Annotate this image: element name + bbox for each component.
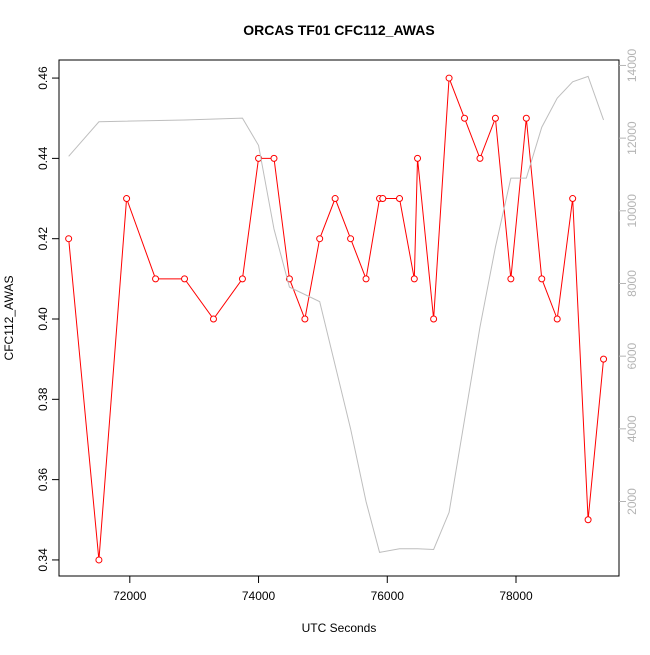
y2-tick-label: 12000 <box>625 121 639 155</box>
plot-frame <box>58 59 620 577</box>
y-tick-label: 0.42 <box>36 227 50 251</box>
data-point <box>410 275 418 283</box>
y2-tick-label: 8000 <box>625 270 639 297</box>
y-axis-label: CFC112_AWAS <box>2 276 16 361</box>
y-tick-label: 0.36 <box>36 468 50 492</box>
data-point <box>270 154 278 162</box>
data-point <box>538 275 546 283</box>
data-point <box>379 195 387 203</box>
data-point <box>522 114 530 122</box>
data-point <box>569 195 577 203</box>
data-point <box>553 315 561 323</box>
y2-tick-label: 6000 <box>625 342 639 369</box>
x-tick-label: 78000 <box>499 589 533 603</box>
data-point <box>347 235 355 243</box>
data-point <box>152 275 160 283</box>
x-tick-label: 76000 <box>371 589 405 603</box>
data-point <box>445 74 453 82</box>
data-point <box>181 275 189 283</box>
series-line-2 <box>68 75 605 553</box>
data-point <box>331 195 339 203</box>
x-tick-label: 72000 <box>113 589 147 603</box>
data-point <box>209 315 217 323</box>
y-tick-label: 0.44 <box>36 146 50 170</box>
data-point <box>461 114 469 122</box>
y-tick-label: 0.38 <box>36 387 50 411</box>
data-point <box>316 235 324 243</box>
y-tick-label: 0.40 <box>36 307 50 331</box>
data-point <box>507 275 515 283</box>
y-tick-label: 0.34 <box>36 548 50 572</box>
data-point <box>430 315 438 323</box>
series-line-1 <box>68 77 605 560</box>
y2-tick-label: 2000 <box>625 488 639 515</box>
data-point <box>255 154 263 162</box>
data-point <box>123 195 131 203</box>
data-point <box>491 114 499 122</box>
data-point <box>362 275 370 283</box>
plot-area: 72000 74000 76000 78000 0.34 0.36 0.38 0.40 0.42… <box>36 48 639 603</box>
data-point <box>95 556 103 564</box>
data-point <box>476 154 484 162</box>
data-point <box>396 195 404 203</box>
x-axis-label: UTC Seconds <box>302 621 377 635</box>
data-point <box>414 154 422 162</box>
data-point <box>65 235 73 243</box>
data-point <box>600 355 608 363</box>
data-point <box>301 315 309 323</box>
y2-tick-label: 10000 <box>625 194 639 228</box>
y-tick-label: 0.46 <box>36 66 50 90</box>
y2-tick-label: 14000 <box>625 48 639 82</box>
chart-title: ORCAS TF01 CFC112_AWAS <box>243 22 434 38</box>
y2-tick-label: 4000 <box>625 415 639 442</box>
data-point <box>238 275 246 283</box>
data-point <box>584 516 592 524</box>
x-tick-label: 74000 <box>242 589 276 603</box>
